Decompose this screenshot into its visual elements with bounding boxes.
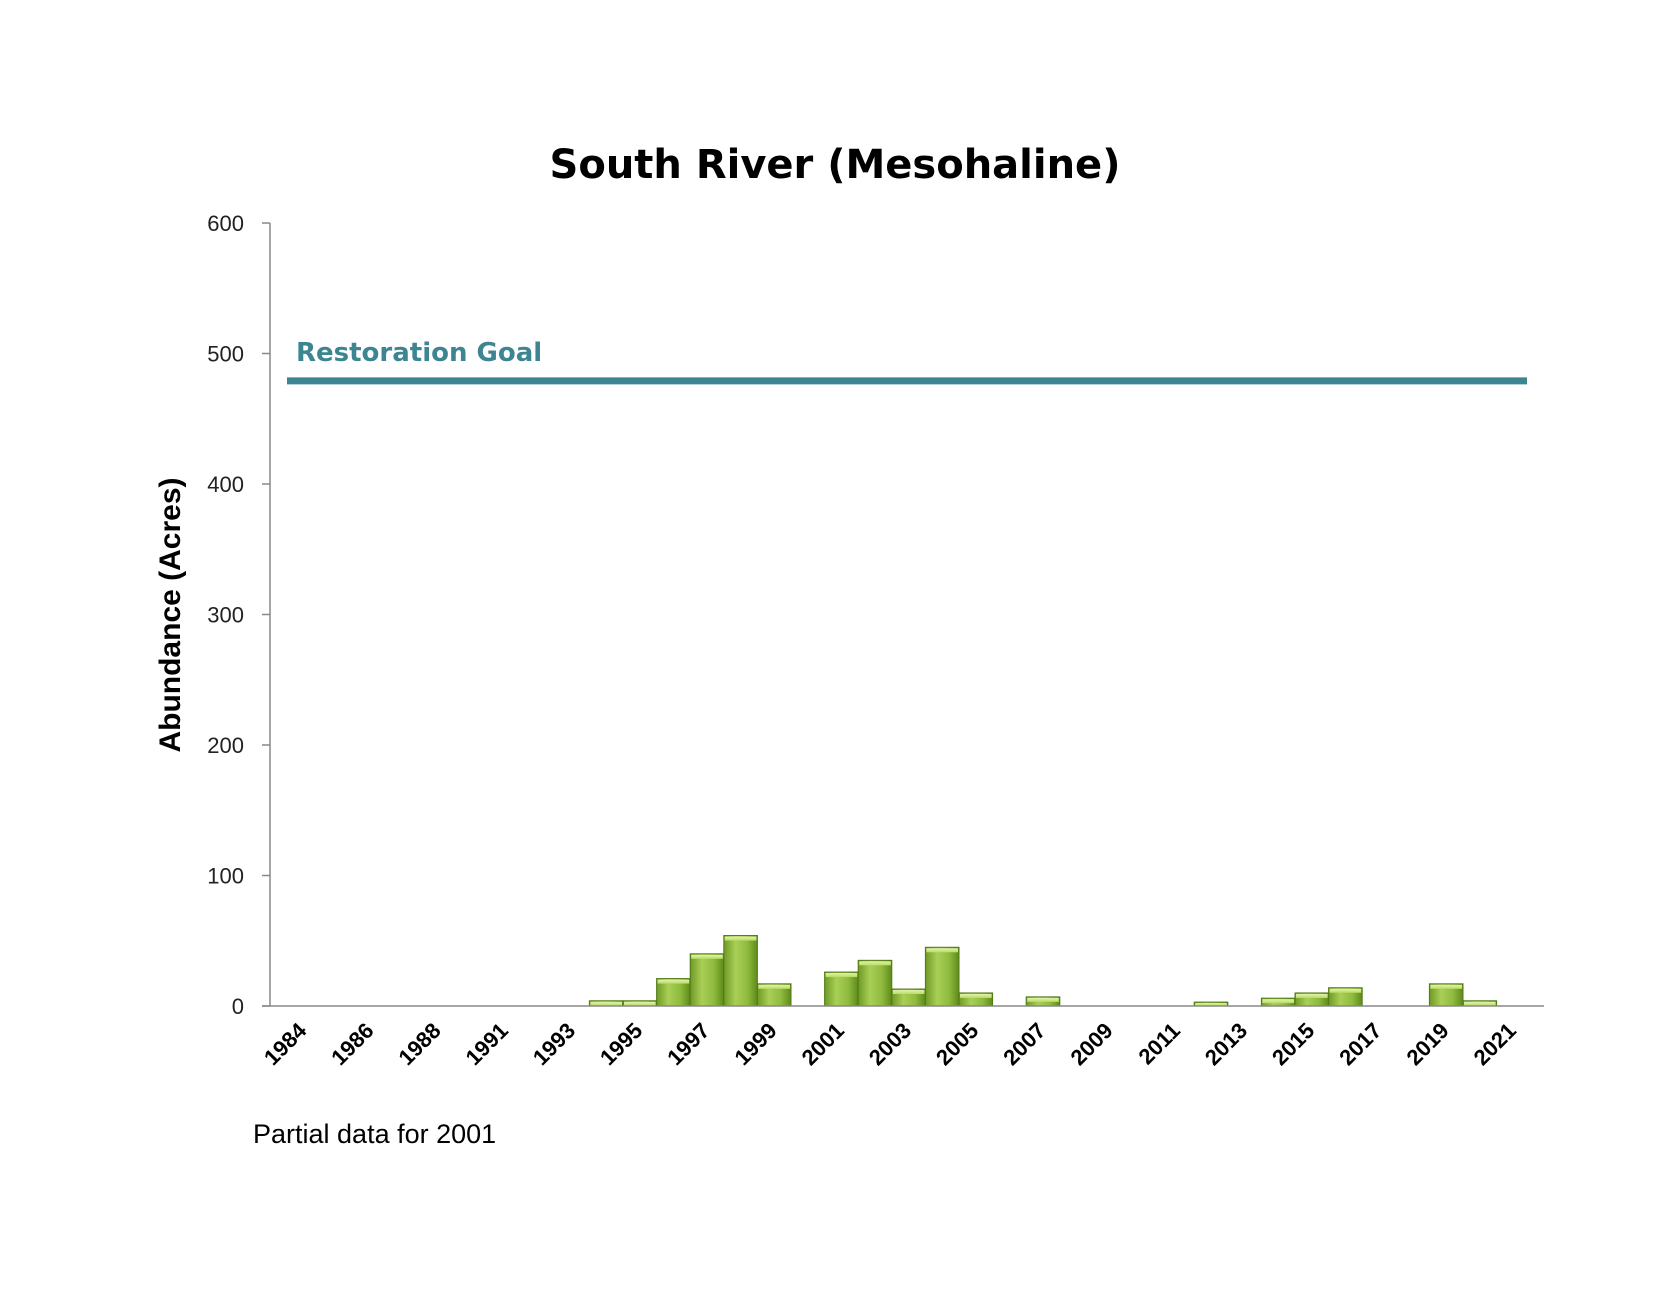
x-tick-label-1995: 1995 [595, 1018, 647, 1070]
bar-highlight-2003 [892, 990, 925, 995]
y-axis-ticks: 0 100 200 300 400 500 600 [207, 211, 270, 1019]
y-tick-label: 400 [207, 472, 244, 497]
bar-2001 [824, 971, 859, 1007]
bar-highlight-1998 [724, 936, 757, 941]
x-tick-label-2003: 2003 [864, 1018, 916, 1070]
x-tick-label-2019: 2019 [1401, 1018, 1453, 1070]
y-axis-label: Abundance (Acres) [154, 477, 187, 752]
y-tick-label: 100 [207, 864, 244, 889]
bar-highlight-2015 [1296, 993, 1328, 998]
bar-highlight-2020 [1464, 1001, 1496, 1006]
x-tick-label-1986: 1986 [326, 1018, 378, 1070]
bars [588, 935, 1498, 1007]
x-tick-label-1999: 1999 [729, 1018, 781, 1070]
restoration-goal-label: Restoration Goal [296, 338, 542, 368]
bar-1998 [723, 935, 758, 1007]
bar-highlight-2016 [1329, 988, 1362, 993]
bar-2002 [857, 959, 893, 1007]
bar-highlight-2007 [1027, 997, 1059, 1002]
x-tick-label-2011: 2011 [1134, 1018, 1185, 1069]
x-tick-label-1993: 1993 [528, 1018, 580, 1070]
bar-highlight-1997 [691, 954, 723, 959]
bar-highlight-2002 [859, 961, 891, 966]
x-tick-label-2015: 2015 [1267, 1018, 1319, 1070]
x-tick-label-1991: 1991 [461, 1018, 513, 1070]
bar-highlight-1999 [758, 984, 790, 989]
bar-highlight-2005 [960, 993, 992, 998]
x-tick-label-2005: 2005 [931, 1018, 983, 1070]
bar-highlight-2001 [825, 973, 858, 978]
x-axis-ticks: 1984 1986 1988 1991 1993 1995 1997 1999 2001 2003… [259, 1017, 1521, 1070]
y-tick-label: 0 [232, 994, 244, 1019]
footnote: Partial data for 2001 [253, 1119, 496, 1149]
bar-2004 [924, 946, 960, 1007]
chart-title: South River (Mesohaline) [550, 142, 1121, 188]
x-tick-label-1988: 1988 [393, 1018, 445, 1070]
x-tick-label-1984: 1984 [259, 1017, 312, 1070]
y-tick-label: 300 [207, 603, 244, 628]
x-tick-label-2009: 2009 [1065, 1018, 1117, 1070]
x-tick-label-2021: 2021 [1469, 1018, 1521, 1070]
bar-highlight-2014 [1262, 999, 1294, 1004]
x-tick-label-2017: 2017 [1334, 1018, 1386, 1070]
bar-highlight-2019 [1430, 984, 1462, 989]
bar-highlight-1995 [624, 1001, 656, 1006]
y-tick-label: 600 [207, 211, 244, 236]
x-tick-label-2013: 2013 [1200, 1018, 1252, 1070]
y-tick-label: 500 [207, 342, 244, 367]
bar-highlight-1996 [657, 979, 690, 984]
x-tick-label-1997: 1997 [662, 1018, 714, 1070]
x-tick-label-2001: 2001 [797, 1018, 849, 1070]
y-tick-label: 200 [207, 733, 244, 758]
bar-highlight-2004 [926, 948, 958, 953]
bar-highlight-1994 [590, 1001, 622, 1006]
bar-highlight-2012 [1195, 1003, 1227, 1006]
x-tick-label-2007: 2007 [998, 1018, 1050, 1070]
bar-1997 [689, 953, 725, 1007]
